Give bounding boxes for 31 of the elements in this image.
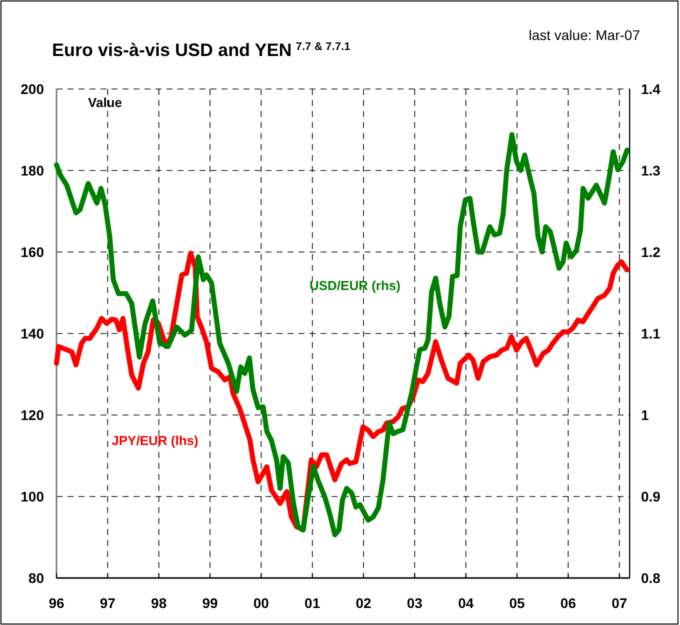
text: JPY/EUR (lhs)	[112, 433, 198, 448]
x-tick-label: 01	[304, 595, 320, 611]
y2-tick-label: 1.4	[641, 81, 661, 97]
x-tick-label: 05	[509, 595, 526, 611]
y-tick-label: 80	[28, 570, 44, 586]
y2-tick-label: 0.8	[641, 570, 661, 586]
y2-tick-label: 1.2	[641, 244, 661, 260]
y-tick-label: 160	[20, 244, 44, 260]
x-tick-label: 04	[458, 595, 474, 611]
x-tick-label: 96	[48, 595, 64, 611]
x-tick-label: 99	[202, 595, 218, 611]
x-tick-label: 02	[356, 595, 372, 611]
y-tick-label: 120	[20, 407, 44, 423]
text: USD/EUR (rhs)	[309, 278, 401, 293]
y2-tick-label: 1.3	[641, 162, 661, 178]
x-tick-label: 07	[612, 595, 628, 611]
x-tick-label: 03	[406, 595, 423, 611]
chart-title: Euro vis-à-vis USD and YEN$^{7.7 & 7.7.1}$	[52, 40, 350, 60]
y2-tick-label: 1	[641, 407, 649, 423]
x-tick-label: 97	[100, 595, 116, 611]
text: last value: Mar-07	[528, 27, 640, 43]
y-axis-title: Value	[88, 95, 122, 110]
y-tick-label: 200	[20, 81, 44, 97]
x-tick-label: 06	[560, 595, 576, 611]
y-tick-label: 140	[20, 326, 44, 342]
y2-tick-label: 0.9	[641, 488, 661, 504]
x-tick-label: 98	[151, 595, 167, 611]
y2-tick-label: 1.1	[641, 326, 661, 342]
y-tick-label: 180	[20, 162, 44, 178]
y-tick-label: 100	[20, 488, 44, 504]
x-tick-label: 00	[253, 595, 270, 611]
